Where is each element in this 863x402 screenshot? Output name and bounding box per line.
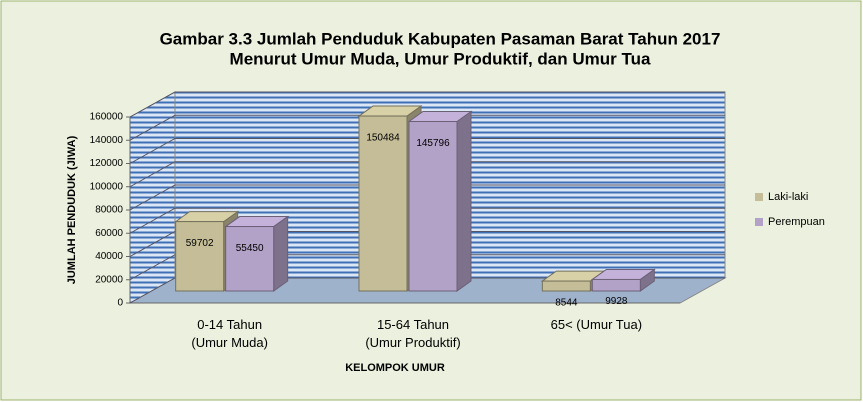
bar-side [456,110,472,292]
grid-line [129,254,725,281]
y-tick-label: 60000 [95,228,123,239]
value-label: 150484 [366,133,400,144]
grid-line [129,161,725,188]
legend-swatch [755,218,763,226]
grid-line [129,277,725,304]
value-label: 9928 [605,296,628,307]
y-tick-label: 100000 [90,181,124,192]
bar [358,115,408,292]
x-tick-label: 65< (Umur Tua) [551,317,642,332]
value-label: 55450 [236,243,264,254]
y-tick-label: 40000 [95,251,123,262]
value-label: 59702 [186,238,214,249]
grid-line [129,91,725,118]
chart-subtitle: Menurut Umur Muda, Umur Produktif, dan U… [230,49,651,68]
grid-line [129,184,725,211]
x-tick-label: 0-14 Tahun (Umur Muda) [191,317,268,350]
legend-swatch [755,193,763,201]
legend-label: Laki-laki [768,191,808,203]
bar [175,221,225,292]
grid-line [129,207,725,234]
bar-side [273,215,289,292]
grid-line [129,138,725,164]
chart-title: Gambar 3.3 Jumlah Penduduk Kabupaten Pas… [160,29,721,48]
bar [541,280,591,292]
bar [408,121,458,292]
y-tick-label: 160000 [90,112,124,123]
y-tick-label: 20000 [95,274,123,285]
grid-line [129,114,725,141]
x-tick-label: 15-64 Tahun (Umur Produktif) [365,317,460,350]
value-label: 8544 [555,298,578,309]
y-tick-label: 80000 [95,205,123,216]
value-label: 145796 [416,138,450,149]
grid-line [129,231,725,257]
legend-label: Perempuan [768,216,825,228]
y-tick-label: 120000 [90,158,124,169]
y-tick-label: 0 [117,298,123,309]
y-tick-label: 140000 [90,135,124,146]
y-axis-label: JUMLAH PENDUDUK (JIWA) [66,135,78,284]
bar [225,226,275,292]
bar [591,278,641,292]
x-axis-label: KELOMPOK UMUR [345,362,445,374]
